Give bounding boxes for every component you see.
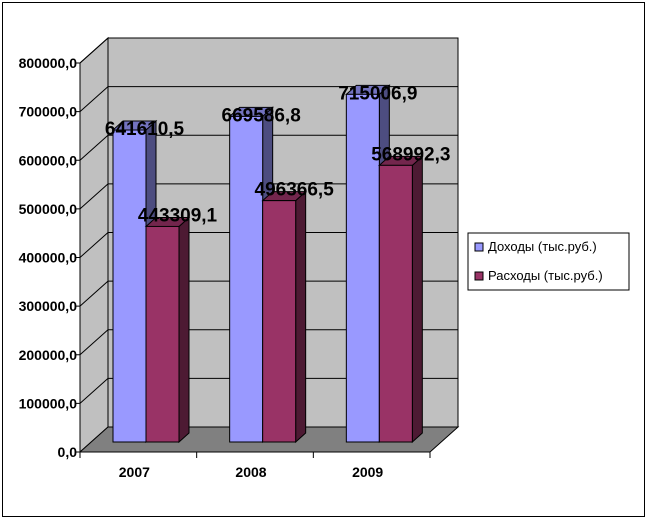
data-label-0-0: 641610,5 — [105, 119, 185, 140]
bar-front — [378, 164, 413, 443]
x-axis-ticks: 2007 2008 2009 — [79, 452, 431, 480]
y-tick-label-8: 800000,0 — [19, 55, 78, 71]
gridline-8 — [79, 37, 458, 64]
x-tick-label-0: 2007 — [119, 464, 150, 480]
bar-side — [178, 216, 190, 444]
gridline-7 — [79, 86, 458, 112]
gridline-3 — [79, 280, 458, 307]
bar-1-1 — [261, 190, 307, 444]
y-tick-label-0: 0,0 — [58, 444, 78, 460]
gridline-1 — [79, 377, 458, 404]
bar-front — [229, 115, 264, 443]
gridline-4 — [79, 232, 458, 258]
legend-label-income: Доходы (тыс.руб.) — [488, 239, 597, 254]
bar-front — [112, 129, 147, 443]
y-axis-ticks: 0,0 100000,0 200000,0 300000,0 400000,0 50000… — [19, 55, 80, 460]
data-label-2-0: 715006,9 — [338, 83, 417, 104]
bar-front — [345, 93, 380, 443]
legend-swatch-income — [474, 242, 484, 252]
bar-front — [145, 225, 180, 443]
y-tick-label-2: 200000,0 — [19, 347, 78, 363]
y-tick-label-3: 300000,0 — [19, 298, 78, 314]
gridline-6 — [79, 134, 458, 161]
y-tick-label-1: 100000,0 — [19, 395, 78, 411]
legend-box — [467, 232, 630, 291]
bar-0-1 — [144, 216, 191, 444]
data-label-0-1: 443309,1 — [138, 205, 218, 226]
y-tick-label-7: 700000,0 — [19, 104, 78, 120]
gridline-2 — [79, 329, 458, 356]
bar-2-1 — [378, 155, 424, 444]
gridline-5 — [79, 183, 458, 210]
bar-front — [262, 200, 297, 443]
legend: Доходы (тыс.руб.) Расходы (тыс.руб.) — [467, 232, 630, 291]
data-label-2-1: 568992,3 — [371, 144, 450, 165]
legend-label-expense: Расходы (тыс.руб.) — [488, 268, 603, 283]
legend-swatch-expense — [474, 271, 484, 281]
y-tick-label-6: 600000,0 — [19, 152, 78, 168]
x-tick-label-1: 2008 — [235, 464, 266, 480]
y-tick-label-5: 500000,0 — [19, 201, 78, 217]
data-label-1-1: 496366,5 — [255, 180, 335, 201]
bar-side — [411, 155, 423, 444]
data-label-1-0: 669586,8 — [222, 105, 301, 126]
data-labels: 641610,5 443309,1 669586,8 496366,5 715006,9… — [105, 83, 451, 226]
x-tick-label-2: 2009 — [352, 464, 383, 480]
y-tick-label-4: 400000,0 — [19, 250, 78, 266]
bar-side — [295, 190, 307, 444]
bars — [111, 84, 424, 444]
gridlines — [79, 37, 458, 404]
